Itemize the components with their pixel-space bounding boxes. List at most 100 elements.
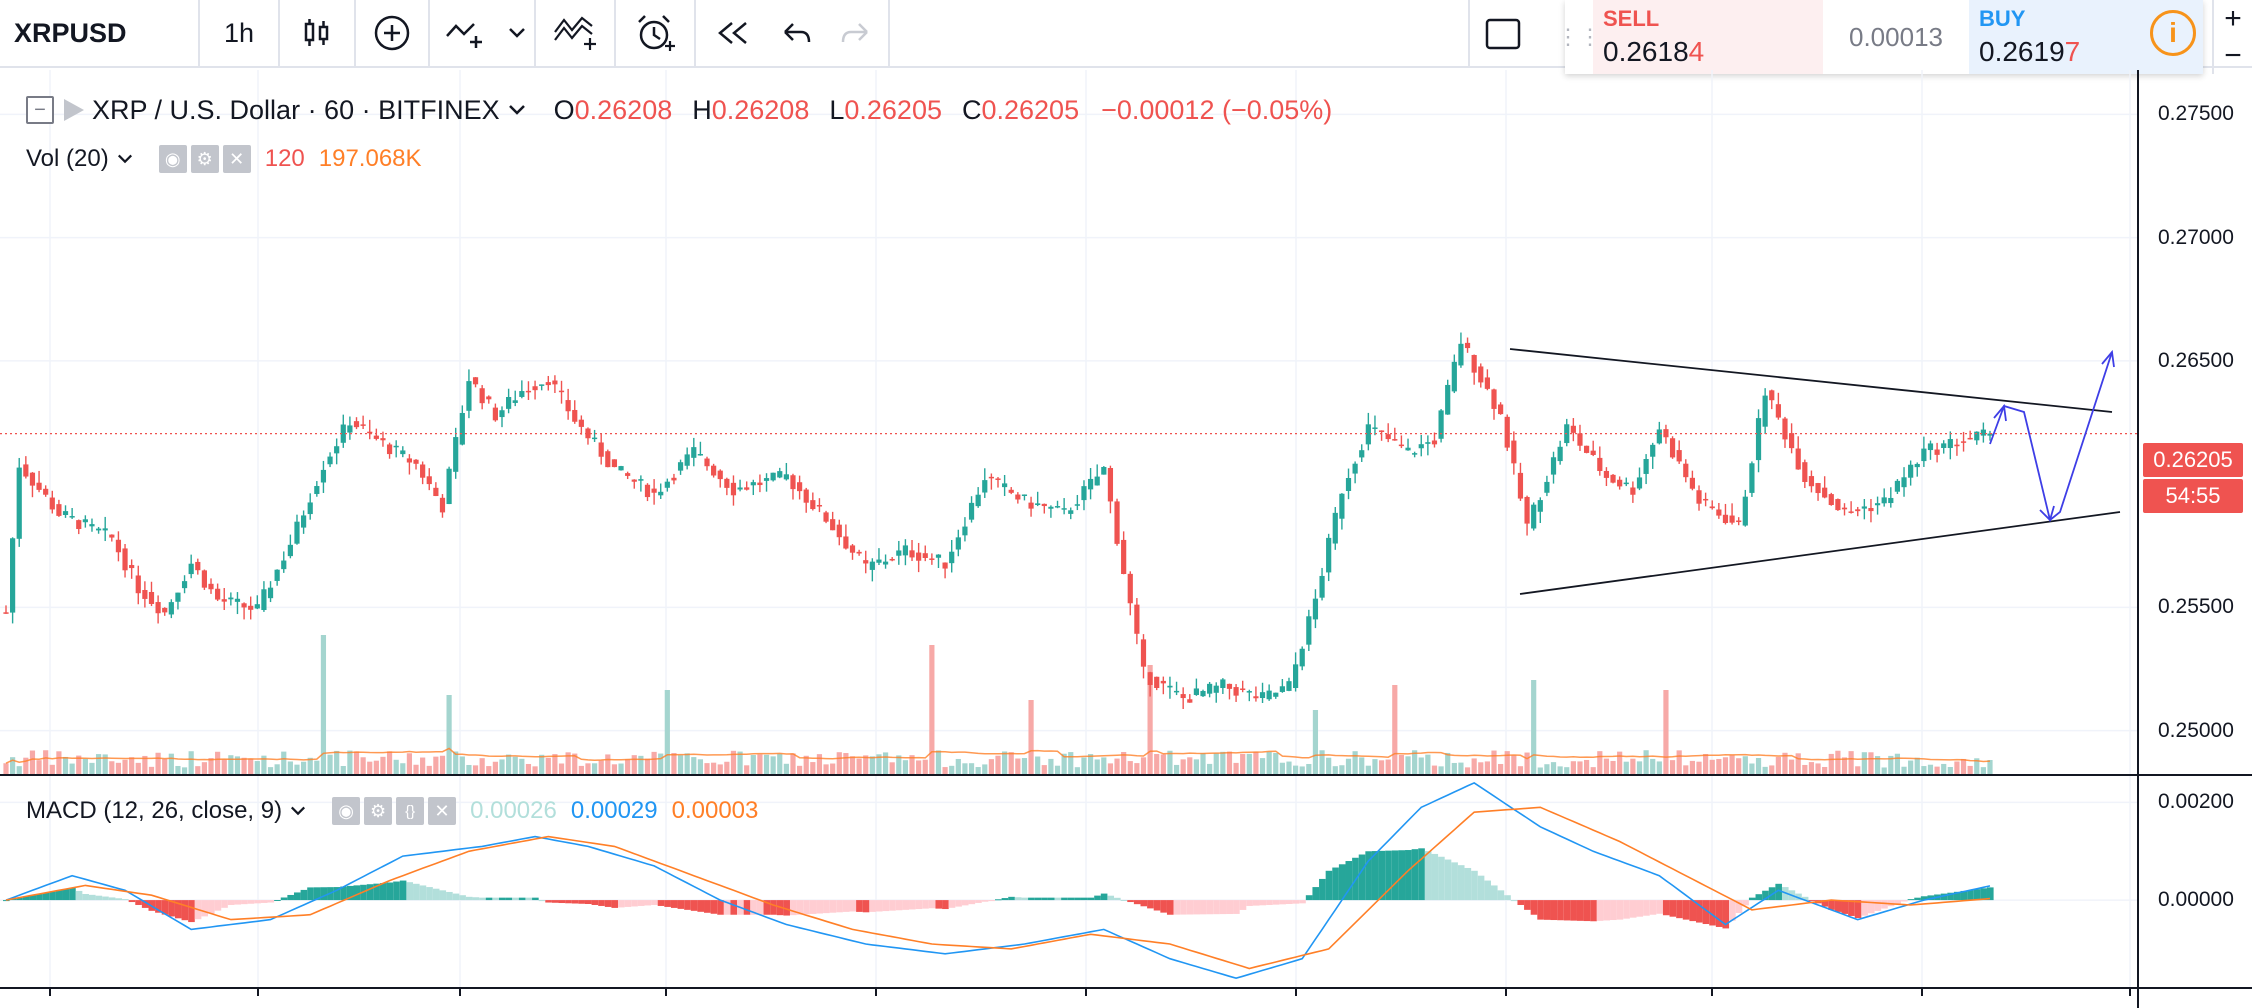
macd-histogram-bar: [340, 886, 347, 901]
candle-body: [254, 604, 260, 609]
eye-icon[interactable]: ◉: [332, 797, 361, 825]
chevron-down-icon[interactable]: [117, 153, 133, 165]
macd-histogram-bar: [512, 897, 519, 901]
candle-body: [631, 479, 637, 482]
symbol-search-button[interactable]: XRPUSD: [0, 0, 200, 67]
gear-icon[interactable]: ⚙: [364, 797, 393, 825]
volume-bar: [228, 755, 234, 775]
macd-histogram-bar: [108, 897, 116, 901]
candle-body: [1398, 444, 1405, 447]
replay-icon[interactable]: [696, 0, 768, 67]
indicators-icon[interactable]: [430, 0, 500, 67]
macd-histogram-bar: [1398, 850, 1406, 901]
macd-histogram-bar: [988, 900, 995, 902]
macd-histogram-bar: [135, 900, 142, 905]
macd-tick-label: 0.00200: [2158, 790, 2234, 814]
macd-histogram-bar: [869, 900, 876, 912]
volume-bar: [1412, 750, 1418, 775]
candle-body: [1841, 507, 1848, 510]
candle-body: [1683, 463, 1689, 478]
volume-bar: [281, 751, 287, 775]
close-value: 0.26205: [981, 94, 1080, 125]
undo-icon[interactable]: [768, 0, 824, 67]
alert-clock-icon[interactable]: [616, 0, 696, 67]
macd-histogram-bar: [525, 897, 533, 901]
volume-bar: [1656, 761, 1662, 775]
volume-bar: [10, 757, 16, 775]
candle-body: [1954, 444, 1960, 447]
candle-body: [459, 412, 465, 445]
series-title[interactable]: XRP / U.S. Dollar · 60 · BITFINEX: [92, 94, 500, 125]
info-icon[interactable]: i: [2150, 10, 2196, 56]
sell-price-last-digit: 4: [1688, 36, 1705, 67]
candle-body: [1293, 664, 1299, 689]
candle-body: [1822, 487, 1828, 498]
volume-bar: [1246, 753, 1252, 775]
macd-histogram-bar: [439, 890, 447, 901]
macd-histogram-bar: [1133, 900, 1141, 905]
gear-icon[interactable]: ⚙: [190, 145, 219, 173]
macd-histogram-bar: [499, 897, 506, 901]
macd-histogram-bar: [1371, 851, 1379, 901]
macd-histogram-bar: [1669, 900, 1677, 917]
volume-bar: [1438, 766, 1444, 775]
volume-bar: [1273, 753, 1279, 775]
close-icon[interactable]: ✕: [428, 797, 457, 825]
macd-histogram-bar: [889, 900, 896, 911]
volume-bar: [1068, 752, 1074, 775]
macd-histogram-bar: [611, 900, 619, 908]
close-icon[interactable]: ✕: [222, 145, 251, 173]
templates-icon[interactable]: [536, 0, 616, 67]
volume-value: 120: [264, 145, 305, 172]
macd-histogram-bar: [1424, 851, 1432, 901]
zoom-in-button[interactable]: +: [2224, 1, 2242, 35]
compare-add-icon[interactable]: [356, 0, 430, 67]
candles-icon[interactable]: [280, 0, 356, 67]
candle-body: [1385, 434, 1391, 440]
macd-title[interactable]: MACD (12, 26, close, 9): [26, 797, 283, 824]
source-code-icon[interactable]: {}: [396, 797, 425, 825]
candle-body: [1848, 511, 1854, 513]
chevron-down-icon[interactable]: [500, 0, 536, 67]
candle-body: [1484, 377, 1490, 389]
macd-histogram-bar: [141, 900, 149, 908]
volume-bar: [181, 767, 188, 775]
macd-histogram-bar: [1980, 888, 1987, 901]
candle-body: [1154, 676, 1160, 689]
volume-bar: [1365, 765, 1371, 775]
volume-bar: [611, 764, 618, 775]
chevron-down-icon[interactable]: [508, 104, 526, 116]
candle-body: [658, 491, 664, 496]
macd-histogram-value: 0.00026: [470, 797, 557, 824]
buy-price: 0.26197: [1979, 36, 2193, 68]
flag-icon[interactable]: [64, 99, 84, 121]
macd-histogram-bar: [1457, 865, 1465, 901]
macd-histogram-bar: [842, 900, 850, 912]
fullscreen-icon[interactable]: [1468, 0, 1536, 68]
volume-bar: [1233, 762, 1239, 775]
interval-button[interactable]: 1h: [200, 0, 280, 67]
volume-bar: [1054, 765, 1061, 775]
macd-histogram-bar: [122, 899, 129, 901]
macd-histogram-bar: [1550, 900, 1558, 921]
candle-body: [492, 407, 498, 421]
eye-icon[interactable]: ◉: [158, 145, 187, 173]
candle-body: [1319, 575, 1325, 598]
macd-histogram-bar: [1219, 900, 1227, 915]
volume-bar: [810, 762, 816, 775]
buy-price-last-digit: 7: [2064, 36, 2081, 67]
collapse-icon[interactable]: −: [26, 96, 54, 124]
redo-icon[interactable]: [824, 0, 890, 67]
candle-body: [181, 581, 188, 589]
volume-title[interactable]: Vol (20): [26, 145, 109, 172]
volume-bar: [968, 763, 975, 775]
volume-bar: [406, 753, 413, 775]
volume-bar: [102, 754, 108, 775]
chevron-down-icon[interactable]: [290, 805, 306, 817]
macd-histogram-bar: [783, 900, 790, 916]
sell-button[interactable]: SELL 0.26184: [1593, 0, 1823, 74]
candle-body: [314, 486, 320, 494]
volume-bar: [492, 761, 498, 775]
zoom-out-button[interactable]: −: [2224, 38, 2242, 72]
